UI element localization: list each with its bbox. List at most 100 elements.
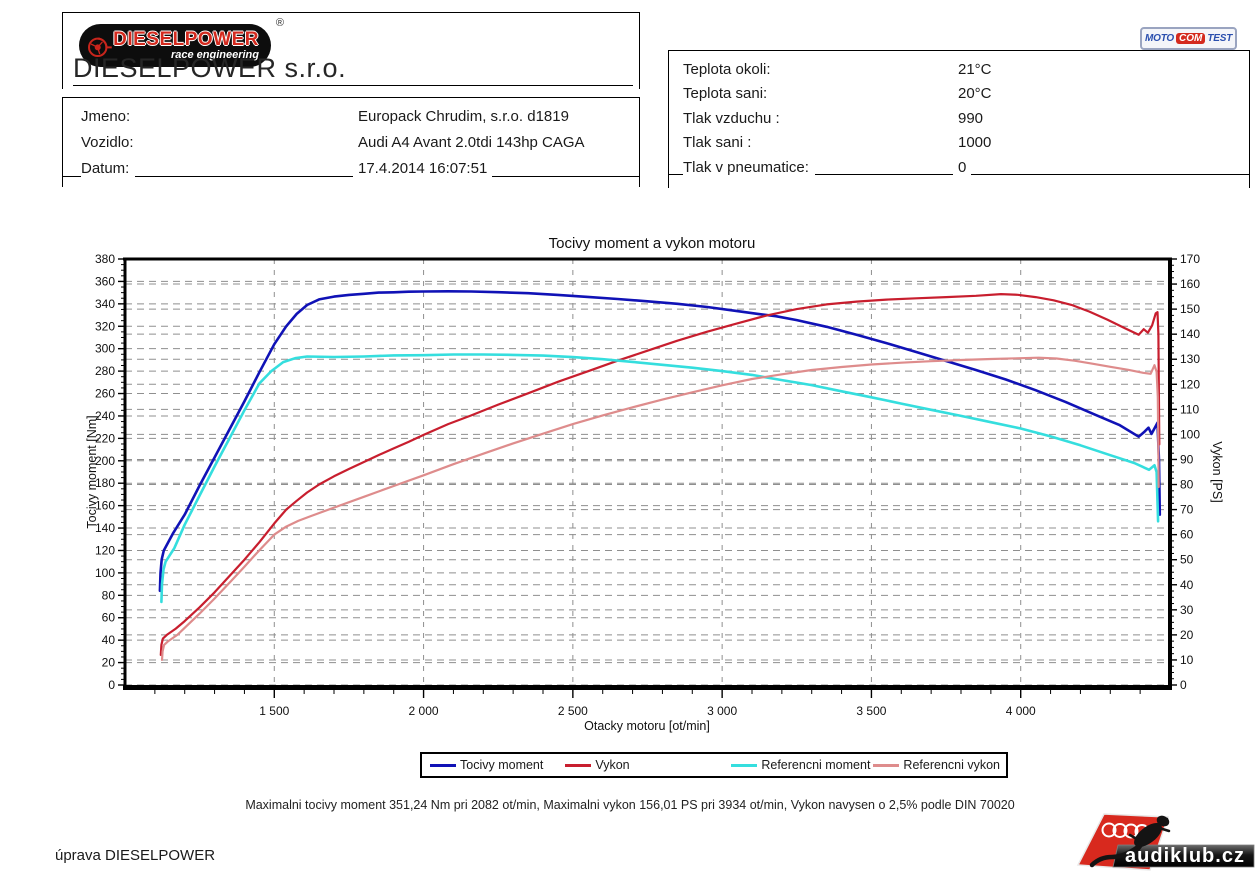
registered-trademark-mark: ® [275, 17, 284, 29]
svg-text:240: 240 [95, 409, 115, 423]
svg-text:170: 170 [1180, 252, 1200, 266]
chart-axes [118, 257, 1177, 698]
chart-gridlines [125, 258, 1170, 686]
tlak-pneumatice-label: Tlak v pneumatice: [683, 155, 815, 180]
svg-text:140: 140 [1180, 327, 1200, 341]
svg-text:20: 20 [102, 656, 116, 670]
company-name: DIESELPOWER s.r.o. [73, 53, 633, 86]
svg-text:40: 40 [1180, 578, 1194, 592]
svg-text:110: 110 [1180, 402, 1199, 416]
svg-text:160: 160 [95, 499, 115, 513]
logo-text-block: DIESELPOWER race engineering [113, 28, 271, 61]
teplota-okoli-label: Teplota okoli: [683, 58, 777, 83]
svg-text:220: 220 [95, 431, 115, 445]
teplota-sani-label: Teplota sani: [683, 82, 774, 107]
svg-text:120: 120 [1180, 377, 1200, 391]
tlak-vzduchu-value: 990 [953, 106, 989, 132]
svg-text:0: 0 [1180, 678, 1187, 692]
turbo-icon [88, 37, 112, 57]
chart-title: Tocivy moment a vykon motoru [549, 235, 756, 252]
svg-text:3 000: 3 000 [707, 704, 737, 718]
condition-row-tlak-sani: Tlak sani : 1000 [669, 131, 1249, 156]
svg-text:30: 30 [1180, 603, 1194, 617]
motocom-com-text: COM [1176, 33, 1206, 44]
jmeno-label: Jmeno: [81, 104, 137, 130]
tlak-vzduchu-label: Tlak vzduchu : [683, 106, 786, 132]
dyno-chart: Tocivy moment a vykon motoru 0 20 40 60 80 10… [85, 235, 1224, 733]
svg-text:140: 140 [95, 521, 115, 535]
logo-subtitle-text: race engineering [170, 48, 259, 61]
svg-text:2 500: 2 500 [558, 704, 588, 718]
chart-legend: Tocivy moment Vykon Referencni moment Re… [420, 752, 1008, 778]
customer-row-jmeno: Jmeno: Europack Chrudim, s.r.o. d1819 [63, 104, 639, 130]
gecko-icon [1089, 815, 1171, 868]
customer-row-vozidlo: Vozidlo: Audi A4 Avant 2.0tdi 143hp CAGA [63, 130, 639, 156]
motocom-test-text: TEST [1207, 33, 1233, 44]
legend-label-tocivy-moment: Tocivy moment [460, 758, 544, 772]
audiklub-logo: audiklub.cz [1076, 813, 1255, 871]
condition-row-teplota-sani: Teplota sani: 20°C [669, 82, 1249, 107]
svg-text:180: 180 [95, 476, 115, 490]
svg-text:280: 280 [95, 364, 115, 378]
brand-box: DIESELPOWER race engineering ® DIESELPOW… [62, 12, 640, 89]
x-axis-title: Otacky motoru [ot/min] [584, 719, 710, 733]
teplota-sani-value: 20°C [953, 82, 997, 107]
svg-text:90: 90 [1180, 452, 1194, 466]
vozidlo-value: Audi A4 Avant 2.0tdi 143hp CAGA [353, 130, 590, 156]
legend-label-referencni-vykon: Referencni vykon [903, 758, 1000, 772]
legend-item-referencni-vykon: Referencni vykon [873, 758, 1000, 772]
y-axis-left-title: Tocivy moment [Nm] [85, 415, 99, 528]
svg-text:360: 360 [95, 274, 115, 288]
condition-row-tlak-vzduchu: Tlak vzduchu : 990 [669, 106, 1249, 132]
svg-text:260: 260 [95, 387, 115, 401]
y-axis-right-title: Vykon [PS] [1210, 441, 1224, 502]
svg-text:10: 10 [1180, 653, 1194, 667]
legend-item-referencni-moment: Referencni moment [731, 758, 870, 772]
svg-text:150: 150 [1180, 302, 1200, 316]
tlak-sani-label: Tlak sani : [683, 131, 758, 156]
motocomtest-logo: MOTO COM TEST [1140, 27, 1238, 50]
legend-label-referencni-moment: Referencni moment [761, 758, 871, 772]
customer-info-box: Jmeno: Europack Chrudim, s.r.o. d1819 Vo… [62, 97, 640, 187]
svg-text:340: 340 [95, 297, 115, 311]
legend-item-tocivy-moment: Tocivy moment [430, 758, 543, 772]
audiklub-bar [1112, 844, 1255, 868]
svg-text:1 500: 1 500 [259, 704, 289, 718]
svg-text:80: 80 [1180, 478, 1194, 492]
jmeno-value: Europack Chrudim, s.r.o. d1819 [353, 104, 574, 130]
motocom-moto-text: MOTO [1145, 33, 1175, 44]
svg-text:20: 20 [1180, 628, 1194, 642]
vozidlo-label: Vozidlo: [81, 130, 140, 156]
svg-text:2 000: 2 000 [409, 704, 439, 718]
svg-text:60: 60 [1180, 528, 1194, 542]
chart-curves [158, 289, 1162, 661]
chart-tick-labels: 0 20 40 60 80 100 120 140 160 180 200 220 240 260 280 3… [95, 252, 1200, 718]
audiklub-text: audiklub.cz [1125, 845, 1245, 867]
tlak-sani-value: 1000 [953, 131, 997, 156]
svg-text:80: 80 [102, 588, 116, 602]
datum-label: Datum: [81, 156, 136, 182]
svg-text:40: 40 [102, 633, 116, 647]
svg-text:50: 50 [1180, 553, 1194, 567]
conditions-info-box: Teplota okoli: 21°C Teplota sani: 20°C T… [668, 50, 1250, 188]
max-values-summary: Maximalni tocivy moment 351,24 Nm pri 20… [245, 798, 1015, 812]
dieselpower-logo: DIESELPOWER race engineering ® [79, 17, 284, 67]
svg-text:100: 100 [1180, 427, 1200, 441]
svg-text:100: 100 [95, 566, 115, 580]
svg-text:200: 200 [95, 454, 115, 468]
svg-text:120: 120 [95, 543, 115, 557]
logo-brand-text: DIESELPOWER [113, 28, 259, 50]
customer-row-datum: Datum: 17.4.2014 16:07:51 [62, 156, 640, 182]
svg-text:380: 380 [95, 252, 115, 266]
legend-label-vykon: Vykon [595, 758, 630, 772]
referencni-vykon-line-swatch [873, 763, 900, 767]
condition-row-tlak-pneumatice: Tlak v pneumatice: 0 [668, 155, 1250, 180]
svg-text:4 000: 4 000 [1006, 704, 1036, 718]
vykon-line-swatch [565, 763, 592, 767]
datum-value: 17.4.2014 16:07:51 [353, 156, 493, 182]
svg-text:60: 60 [102, 611, 116, 625]
svg-text:130: 130 [1180, 352, 1200, 366]
svg-text:320: 320 [95, 319, 115, 333]
svg-text:3 500: 3 500 [856, 704, 886, 718]
